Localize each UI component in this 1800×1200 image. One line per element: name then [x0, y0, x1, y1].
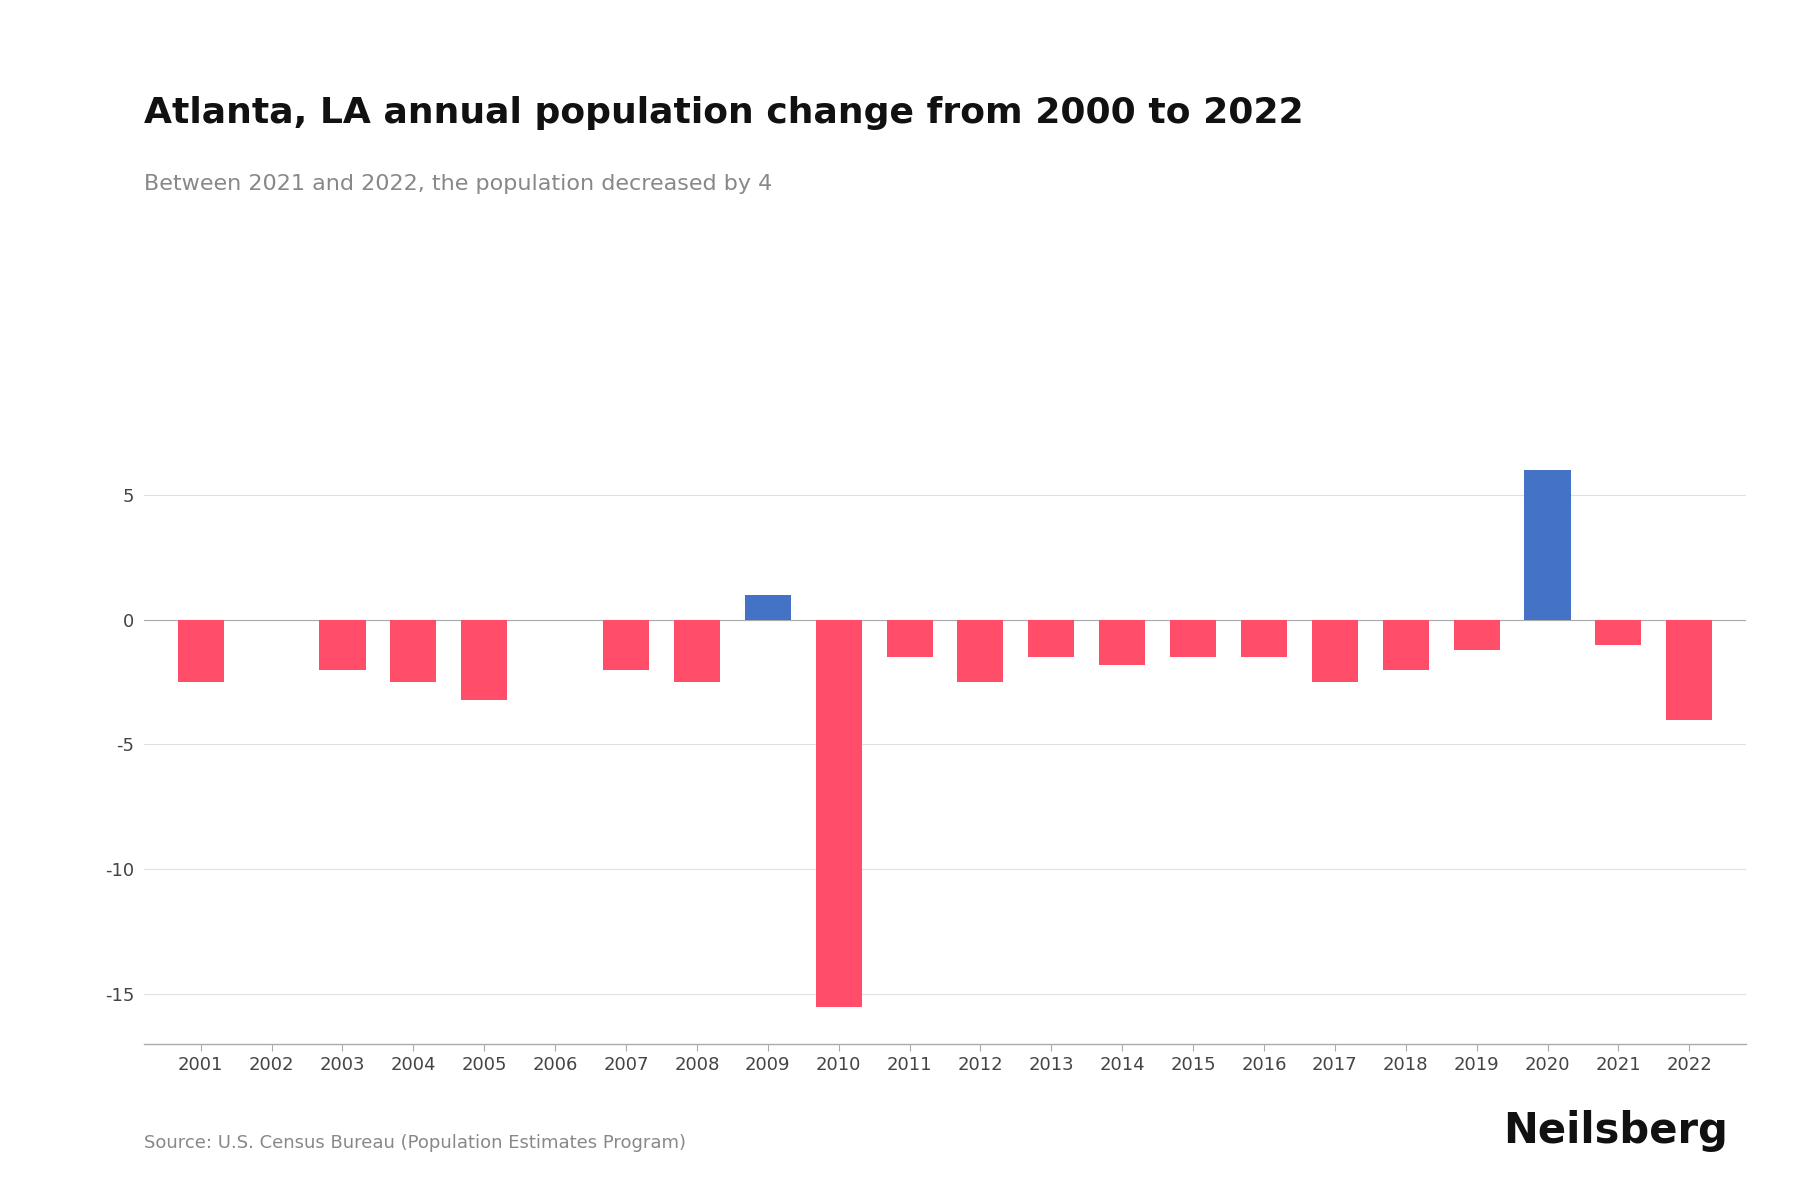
Text: Atlanta, LA annual population change from 2000 to 2022: Atlanta, LA annual population change fro… — [144, 96, 1303, 130]
Bar — [745, 595, 790, 619]
Bar — [1382, 619, 1429, 670]
Bar — [1667, 619, 1712, 720]
Bar — [1454, 619, 1499, 649]
Bar — [958, 619, 1003, 682]
Bar — [1312, 619, 1357, 682]
Bar — [1028, 619, 1075, 658]
Bar — [603, 619, 650, 670]
Bar — [1595, 619, 1642, 644]
Bar — [1525, 470, 1571, 619]
Text: Source: U.S. Census Bureau (Population Estimates Program): Source: U.S. Census Bureau (Population E… — [144, 1134, 686, 1152]
Bar — [1100, 619, 1145, 665]
Bar — [887, 619, 932, 658]
Bar — [461, 619, 508, 700]
Bar — [1170, 619, 1217, 658]
Bar — [673, 619, 720, 682]
Bar — [391, 619, 436, 682]
Text: Between 2021 and 2022, the population decreased by 4: Between 2021 and 2022, the population de… — [144, 174, 772, 194]
Bar — [178, 619, 223, 682]
Bar — [815, 619, 862, 1007]
Text: Neilsberg: Neilsberg — [1503, 1110, 1728, 1152]
Bar — [319, 619, 365, 670]
Bar — [1240, 619, 1287, 658]
